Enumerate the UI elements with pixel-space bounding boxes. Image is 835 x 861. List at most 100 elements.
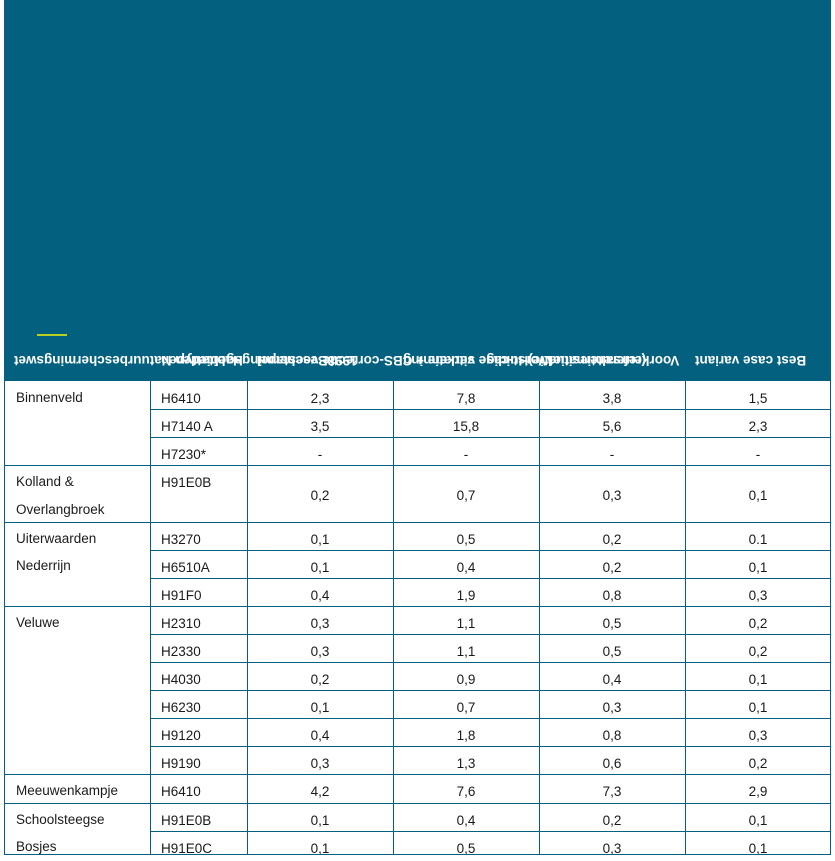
area-name-line: Binnenveld — [16, 390, 83, 405]
value-preferred: 0,4 — [602, 672, 622, 687]
row-divider — [150, 409, 831, 411]
group-divider — [4, 774, 831, 776]
value-worst-case: 0,5 — [456, 531, 476, 547]
value-current: 0,1 — [310, 700, 330, 716]
area-name-line: Schoolsteegse — [16, 811, 105, 827]
header-line: Habitattypen — [161, 353, 243, 368]
data-table: Beschermingsgebieden Natuurbeschermingsw… — [4, 0, 831, 856]
habitat-code: H9120 — [161, 728, 201, 744]
value-current: 0,1 — [310, 531, 330, 547]
header-current-situation: Huidige situatie + CBS-correctie veestap… — [257, 0, 646, 381]
value-preferred: 0,2 — [602, 812, 622, 828]
value-preferred: 0,2 — [602, 531, 622, 547]
area-name: Kolland & Overlangbroek — [16, 468, 105, 523]
value-current: 4,2 — [310, 784, 330, 800]
value-current: 0,3 — [310, 756, 330, 772]
value-preferred: 0,3 — [602, 488, 622, 504]
row-divider — [150, 549, 831, 551]
header-line: Best case variant — [695, 353, 807, 368]
area-name-line: Veluwe — [16, 614, 60, 630]
value-preferred: 0,8 — [602, 587, 622, 603]
value-worst-case: 0,5 — [456, 840, 476, 856]
value-current: 3,5 — [310, 419, 330, 435]
value-current: 0,1 — [310, 840, 330, 856]
column-divider — [247, 381, 248, 855]
habitat-code: H4030 — [161, 672, 201, 687]
habitat-code: H6230 — [161, 700, 201, 716]
habitat-code: H91E0B — [161, 812, 212, 828]
value-worst-case: 1,8 — [456, 728, 476, 744]
value-best-case: 0.1 — [748, 531, 768, 547]
value-preferred: 3,8 — [602, 391, 622, 406]
value-preferred: 0,8 — [602, 728, 622, 744]
header-worst-case: Worst-case verkenning — [403, 0, 551, 381]
value-best-case: 0,1 — [748, 672, 768, 687]
column-divider — [393, 381, 394, 855]
header-protected-area: Beschermingsgebieden Natuurbeschermingsw… — [14, 0, 358, 381]
header-line: Worst-case verkenning — [403, 353, 552, 368]
value-worst-case: 0,9 — [456, 672, 476, 687]
value-preferred: 5,6 — [602, 419, 622, 435]
value-best-case: 0,2 — [748, 615, 768, 631]
group-divider — [4, 605, 831, 607]
area-name-line: Meeuwenkampje — [16, 783, 119, 799]
value-current: 0,1 — [310, 812, 330, 828]
area-name-line: Bosjes — [16, 839, 57, 854]
column-divider — [539, 381, 540, 855]
value-current: 0,1 — [310, 559, 330, 575]
value-preferred: 0,3 — [602, 700, 622, 716]
row-divider — [150, 746, 831, 748]
habitat-code: H2330 — [161, 643, 201, 659]
group-divider — [4, 802, 831, 804]
header-best-case-label: Best case variant — [695, 351, 806, 370]
area-name-line: Nederrijn — [16, 558, 71, 573]
value-worst-case: 7,8 — [456, 391, 476, 406]
area-name: Binnenveld — [16, 384, 83, 412]
value-preferred: 0,3 — [602, 840, 622, 856]
area-name: Schoolsteegse Bosjes — [16, 806, 105, 861]
value-best-case: 0,3 — [748, 587, 768, 603]
value-worst-case: 0,4 — [456, 812, 476, 828]
value-current: 0,3 — [310, 643, 330, 659]
table-header: Beschermingsgebieden Natuurbeschermingsw… — [4, 0, 831, 381]
area-name-line: Overlangbroek — [16, 501, 105, 517]
column-divider — [830, 381, 831, 855]
habitat-code: H91F0 — [161, 587, 202, 603]
value-worst-case: 1,3 — [456, 756, 476, 772]
row-divider — [150, 830, 831, 832]
value-best-case: 0,1 — [748, 559, 768, 575]
value-best-case: 0,2 — [748, 756, 768, 772]
area-name-line: Uiterwaarden — [16, 530, 97, 546]
value-current: 2,3 — [310, 391, 330, 406]
table-body: Binnenveld H6410 2,3 7,8 3,8 1,5 H7140 A 3,5 15,… — [4, 381, 831, 856]
area-name: Veluwe — [16, 609, 60, 637]
header-habitat-types: Habitattypen — [161, 0, 243, 381]
value-best-case: 2,9 — [748, 784, 768, 800]
row-divider — [150, 662, 831, 663]
column-divider — [685, 381, 686, 855]
value-current: - — [317, 447, 323, 463]
header-preferred-alternative: Voorkeursalternatief — [549, 0, 679, 381]
value-best-case: 1,5 — [748, 391, 768, 406]
column-divider — [4, 381, 5, 855]
habitat-code: H7230* — [161, 447, 207, 463]
value-worst-case: 0,7 — [456, 488, 476, 504]
value-best-case: 0,1 — [748, 812, 768, 828]
value-worst-case: 7,6 — [456, 784, 476, 800]
value-preferred: 0,6 — [602, 756, 622, 772]
habitat-code: H91E0B — [161, 475, 212, 491]
habitat-code: H6510A — [161, 559, 210, 575]
column-divider — [150, 381, 151, 855]
value-worst-case: 0,7 — [456, 700, 476, 716]
habitat-code: H7140 A — [161, 419, 213, 435]
value-worst-case: 15,8 — [452, 419, 480, 435]
value-current: 0,4 — [310, 728, 330, 744]
value-best-case: 0,1 — [748, 840, 768, 856]
value-best-case: - — [755, 447, 761, 463]
value-worst-case: 1,1 — [456, 643, 476, 659]
value-current: 0,4 — [310, 587, 330, 603]
value-worst-case: 0,4 — [456, 559, 476, 575]
row-divider — [150, 437, 831, 439]
value-preferred: 0,5 — [602, 615, 622, 631]
habitat-code: H9190 — [161, 756, 201, 772]
